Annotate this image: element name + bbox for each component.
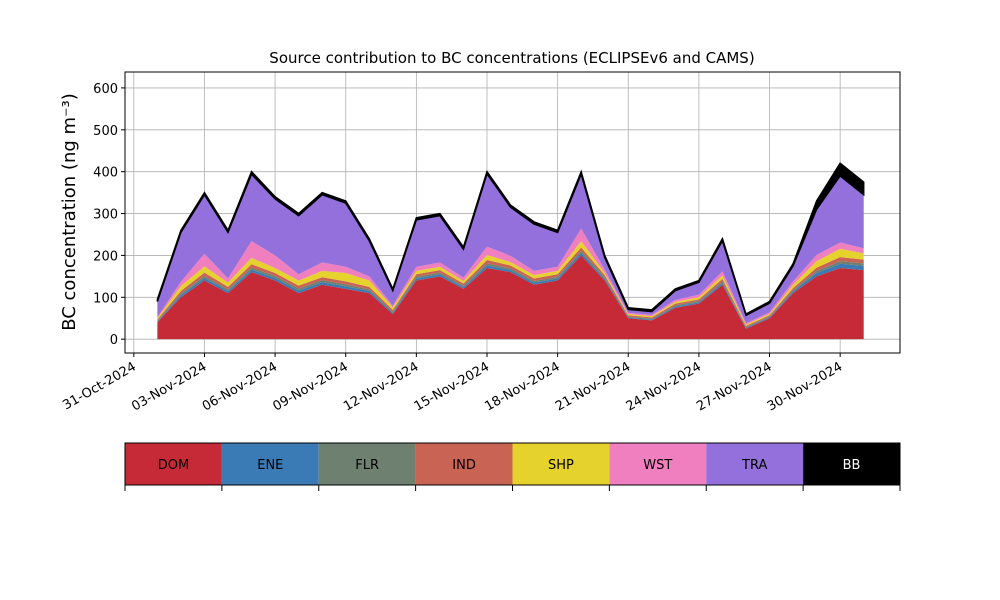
x-tick-label: 21-Nov-2024 [553, 359, 633, 414]
area [157, 241, 864, 326]
y-tick-label: 600 [93, 82, 118, 97]
legend-swatch [221, 443, 319, 485]
legend-swatch [803, 443, 900, 485]
legend-swatch [318, 443, 416, 485]
legend-label: BB [843, 458, 861, 473]
x-tick-label: 27-Nov-2024 [694, 359, 774, 414]
legend-swatch [512, 443, 610, 485]
plot-frame [124, 71, 901, 354]
y-tick-label: 200 [93, 249, 118, 264]
x-tick-label: 12-Nov-2024 [341, 359, 421, 414]
x-tick-label: 30-Nov-2024 [765, 359, 845, 414]
legend-label: WST [643, 458, 672, 473]
legend-swatch [706, 443, 804, 485]
x-tick-label: 03-Nov-2024 [129, 359, 209, 414]
area [157, 228, 864, 325]
y-tick-label: 0 [110, 333, 118, 348]
legend-swatch [125, 443, 222, 485]
legend-swatch [415, 443, 513, 485]
y-axis-label: BC concentration (ng m⁻³) [59, 93, 80, 331]
area [157, 173, 864, 324]
x-tick-label: 06-Nov-2024 [200, 359, 280, 414]
x-tick-label: 31-Oct-2024 [60, 359, 138, 413]
y-tick-label: 400 [93, 166, 118, 181]
legend-label: DOM [158, 458, 189, 473]
area [157, 247, 864, 328]
legend-label: SHP [548, 458, 574, 473]
legend-label: TRA [741, 458, 767, 473]
legend-swatch [609, 443, 707, 485]
y-tick-label: 100 [93, 291, 118, 306]
area [157, 250, 864, 328]
x-tick-label: 18-Nov-2024 [482, 359, 562, 414]
y-tick-label: 500 [93, 124, 118, 139]
area [157, 255, 864, 340]
area [157, 252, 864, 329]
x-tick-label: 15-Nov-2024 [412, 359, 492, 414]
legend-label: FLR [355, 458, 379, 473]
x-tick-label: 09-Nov-2024 [270, 359, 350, 414]
chart-title: Source contribution to BC concentrations… [269, 49, 754, 67]
area [156, 162, 865, 317]
y-tick-label: 300 [93, 208, 118, 223]
legend-label: IND [452, 458, 476, 473]
x-tick-label: 24-Nov-2024 [624, 359, 704, 414]
legend-label: ENE [257, 458, 283, 473]
